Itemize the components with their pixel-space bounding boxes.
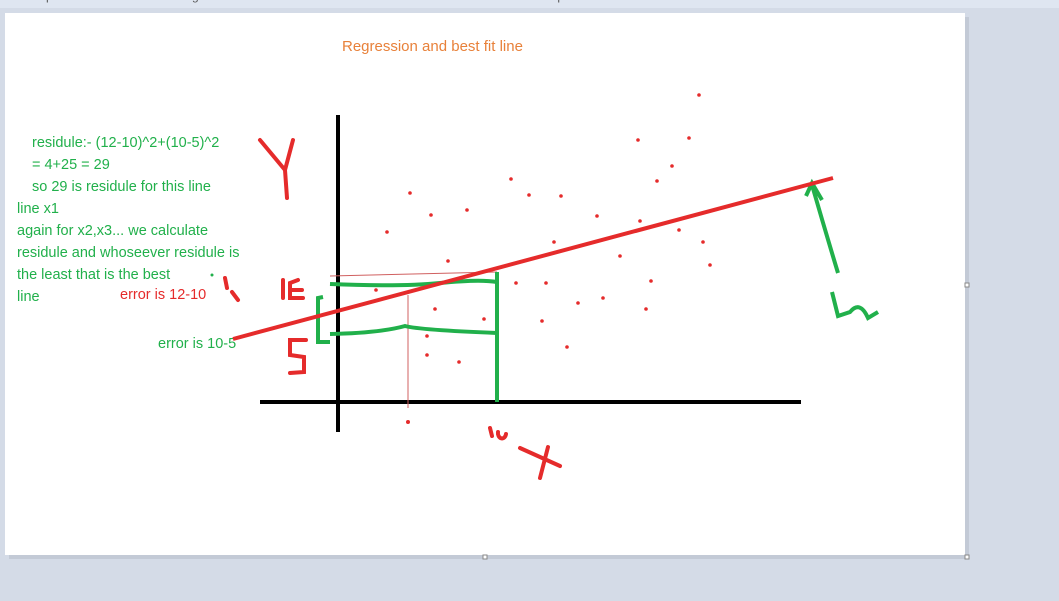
best-fit-line [232,176,834,341]
guide [329,271,498,277]
note: so 29 is residule for this line [32,179,211,195]
handle[interactable] [964,282,970,288]
canvas[interactable] [5,13,965,555]
ribbon-group[interactable]: Image [172,0,206,3]
ribbon-group[interactable]: Clipboard [32,0,83,3]
handle[interactable] [482,554,488,560]
ribbon-group[interactable]: Shapes [536,0,577,3]
note: again for x2,x3... we calculate [17,223,208,239]
note: residule:- (12-10)^2+(10-5)^2 [32,135,219,151]
handle[interactable] [964,554,970,560]
note: the least that is the best [17,267,170,283]
note: = 4+25 = 29 [32,157,110,173]
error-label: error is 12-10 [120,287,206,303]
note: line [17,289,40,305]
note: residule and whoseever residule is [17,245,239,261]
ribbon-group[interactable]: Tools [292,0,320,3]
data-points [210,93,712,424]
ribbon-bottom [0,0,1059,8]
title: Regression and best fit line [342,38,523,55]
ribbon-group[interactable]: Colors [958,0,993,3]
handwriting [223,138,562,480]
resize-handles [482,282,970,560]
note: line x1 [17,201,59,217]
error-label: error is 10-5 [158,336,236,352]
